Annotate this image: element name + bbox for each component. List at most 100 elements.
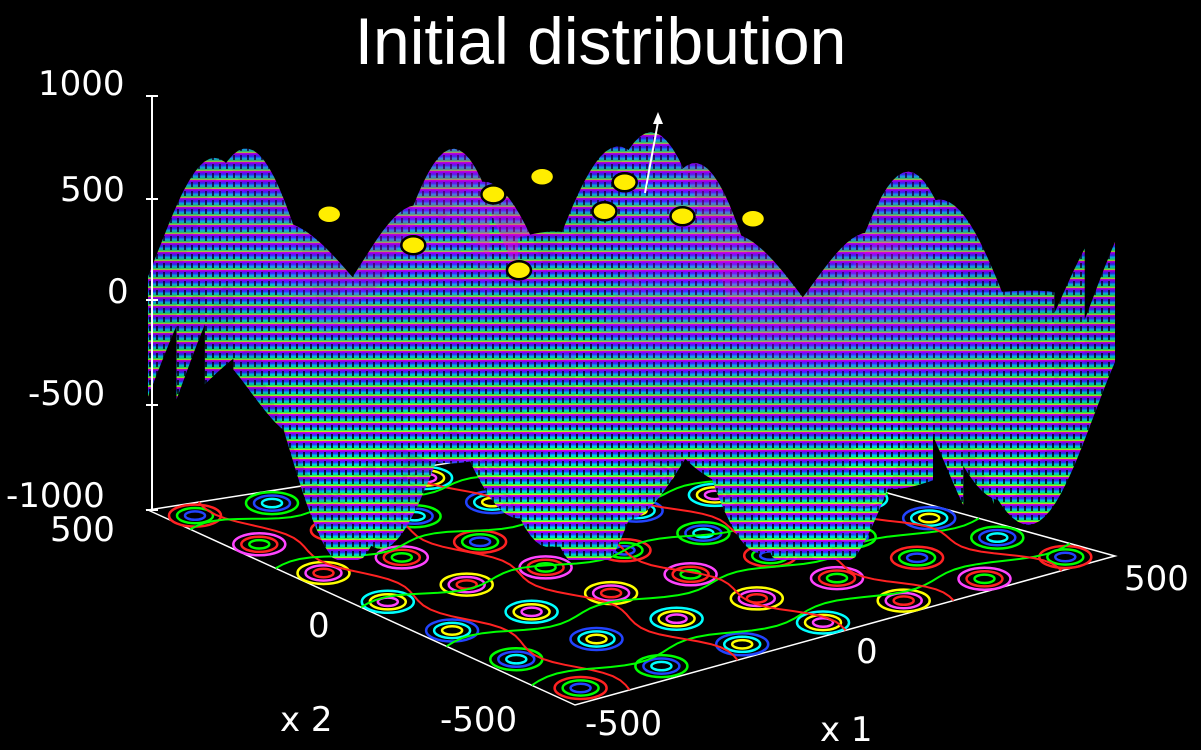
- contour-ring: [232, 532, 287, 557]
- contour-ring: [973, 573, 996, 585]
- x2-tick-label: 0: [308, 606, 330, 646]
- contour-ring: [825, 572, 849, 584]
- x2-axis-label: x 2: [280, 700, 333, 740]
- contour-ring: [905, 552, 929, 564]
- contour-ring: [970, 525, 1025, 550]
- contour-ring: [460, 532, 500, 551]
- z-tick-label: 500: [60, 170, 125, 210]
- contour-ring: [737, 589, 777, 608]
- contour-ring: [730, 638, 754, 650]
- contour-ring: [175, 506, 215, 525]
- contour-ring: [957, 566, 1012, 592]
- particle-marker: [611, 172, 638, 193]
- contour-ring: [986, 532, 1009, 544]
- contour-ring: [252, 494, 292, 512]
- particle-markers: [315, 166, 767, 281]
- contour-ring: [876, 588, 931, 613]
- contour-ring: [447, 575, 486, 594]
- contour-ring: [512, 602, 551, 621]
- contour-ring: [965, 569, 1004, 588]
- contour-ring: [897, 548, 937, 567]
- contour-ring: [714, 632, 770, 657]
- contour-ring: [312, 567, 335, 579]
- contour-ring: [553, 675, 608, 701]
- contour-ring: [260, 497, 284, 509]
- contour-ring: [722, 635, 762, 654]
- contour-ring: [504, 599, 559, 625]
- contour-ring: [634, 653, 689, 679]
- contour-ring: [240, 535, 279, 554]
- z-tick-label: -1000: [6, 476, 105, 516]
- x2-tick-label: -500: [440, 700, 518, 740]
- contour-ring: [304, 564, 343, 582]
- contour-ring: [183, 510, 207, 522]
- contour-ring: [811, 617, 835, 628]
- contour-line: [531, 542, 1071, 687]
- contour-ring: [468, 536, 492, 548]
- contour-ring: [569, 626, 624, 652]
- contour-ring: [692, 527, 715, 539]
- contour-ring: [382, 548, 422, 567]
- contour-ring: [1054, 551, 1077, 563]
- particle-marker: [528, 166, 556, 188]
- x1-tick-label: -500: [585, 704, 663, 744]
- contour-ring: [892, 595, 915, 607]
- particle-marker: [315, 204, 343, 225]
- contour-ring: [534, 561, 557, 573]
- surface-mesh: [148, 132, 1115, 560]
- contour-ring: [884, 591, 923, 610]
- contour-ring: [809, 565, 865, 591]
- x1-tick-label: 0: [856, 632, 878, 672]
- contour-ring: [390, 551, 414, 563]
- contour-ring: [1046, 548, 1085, 566]
- contour-ring: [439, 572, 494, 597]
- contour-ring: [520, 606, 543, 618]
- contour-ring: [671, 565, 710, 584]
- contour-ring: [248, 538, 271, 550]
- x2-tick-label: 500: [50, 510, 115, 550]
- z-axis-ticks: [146, 95, 158, 511]
- contour-ring: [657, 609, 696, 628]
- x1-axis-label: x 1: [820, 710, 873, 750]
- chart-title: Initial distribution: [354, 4, 847, 78]
- contour-ring: [978, 528, 1017, 547]
- contour-ring: [244, 490, 300, 516]
- contour-ring: [889, 545, 945, 571]
- contour-ring: [599, 587, 623, 599]
- contour-ring: [901, 505, 957, 531]
- contour-ring: [917, 512, 941, 524]
- contour-ring: [424, 618, 480, 643]
- particle-marker: [480, 184, 507, 205]
- contour-ring: [569, 682, 592, 694]
- contour-ring: [585, 633, 608, 645]
- contour-ring: [440, 625, 464, 636]
- z-tick-label: 0: [107, 272, 129, 312]
- contour-ring: [432, 621, 472, 640]
- z-tick-label: 1000: [38, 64, 125, 104]
- contour-ring: [642, 657, 681, 675]
- contour-ring: [803, 613, 843, 632]
- max-arrow: [644, 112, 663, 194]
- contour-ring: [745, 592, 769, 604]
- particle-marker: [505, 260, 533, 281]
- contour-ring: [505, 653, 528, 665]
- surface-shade: [575, 132, 1115, 541]
- contour-ring: [909, 509, 949, 527]
- contour-ring: [577, 630, 616, 648]
- particle-marker: [669, 206, 696, 227]
- contour-ring: [649, 606, 704, 631]
- contour-line: [197, 501, 631, 691]
- contour-line: [445, 517, 980, 648]
- contour-ring: [497, 650, 536, 669]
- contour-ring: [561, 679, 600, 697]
- x1-tick-label: 500: [1124, 559, 1189, 599]
- contour-ring: [360, 589, 416, 615]
- contour-ring: [591, 584, 631, 602]
- contour-ring: [729, 586, 785, 611]
- particle-marker: [591, 201, 618, 222]
- z-tick-label: -500: [28, 374, 106, 414]
- particle-marker: [739, 208, 767, 229]
- contour-ring: [665, 613, 688, 625]
- contour-ring: [795, 610, 851, 635]
